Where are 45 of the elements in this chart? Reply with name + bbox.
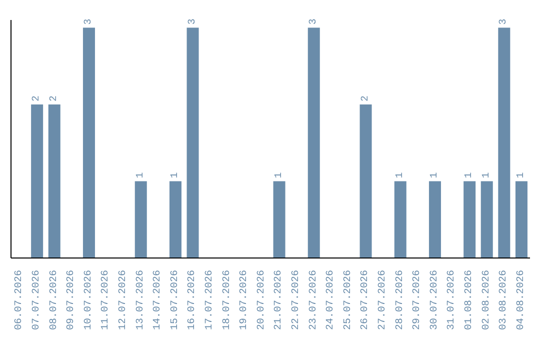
- data-label: 3: [498, 18, 510, 25]
- x-tick-label: 24.07.2026: [326, 270, 337, 330]
- x-tick-label: 09.07.2026: [66, 270, 78, 330]
- x-tick-label: 30.07.2026: [429, 270, 440, 330]
- x-tick-label: 13.07.2026: [135, 270, 146, 330]
- data-label: 3: [83, 18, 94, 25]
- x-tick-label: 29.07.2026: [412, 270, 424, 330]
- x-tick-label: 27.07.2026: [377, 270, 388, 330]
- x-tick-label: 07.07.2026: [31, 270, 42, 330]
- x-tick-label: 25.07.2026: [342, 270, 354, 330]
- data-label: 2: [32, 95, 43, 102]
- data-label: 3: [187, 18, 198, 25]
- data-label: 1: [481, 172, 492, 178]
- x-tick-label: 03.08.2026: [498, 270, 510, 330]
- x-tick-label: 19.07.2026: [239, 270, 250, 330]
- x-tick-label: 14.07.2026: [152, 270, 164, 330]
- x-tick-label: 28.07.2026: [394, 270, 406, 330]
- data-label: 1: [170, 172, 181, 178]
- data-label: 1: [135, 172, 146, 178]
- x-tick-label: 26.07.2026: [360, 270, 372, 330]
- data-label: 1: [429, 172, 440, 178]
- x-tick-label: 01.08.2026: [464, 270, 475, 330]
- x-tick-label: 15.07.2026: [170, 270, 181, 330]
- x-tick-label: 04.08.2026: [516, 270, 527, 330]
- x-tick-label: 08.07.2026: [48, 270, 60, 330]
- data-label: 2: [48, 95, 60, 102]
- x-tick-label: 02.08.2026: [481, 270, 492, 330]
- data-label: 3: [308, 18, 320, 25]
- data-label: 1: [516, 172, 527, 178]
- x-tick-label: 10.07.2026: [83, 270, 94, 330]
- x-tick-label: 20.07.2026: [256, 270, 268, 330]
- x-tick-label: 16.07.2026: [187, 270, 198, 330]
- data-label: 1: [274, 172, 285, 178]
- x-tick-label: 31.07.2026: [446, 270, 458, 330]
- x-tick-label: 11.07.2026: [100, 270, 112, 330]
- x-tick-label: 22.07.2026: [290, 270, 302, 330]
- data-label: 1: [394, 172, 406, 178]
- data-label: 1: [464, 172, 476, 178]
- x-tick-label: 21.07.2026: [274, 270, 285, 330]
- x-tick-label: 18.07.2026: [222, 270, 233, 330]
- x-tick-label: 23.07.2026: [308, 270, 320, 330]
- x-tick-label: 06.07.2026: [14, 270, 26, 330]
- x-tick-label: 12.07.2026: [118, 270, 129, 330]
- x-tick-label: 17.07.2026: [204, 270, 216, 330]
- data-label: 2: [360, 95, 372, 102]
